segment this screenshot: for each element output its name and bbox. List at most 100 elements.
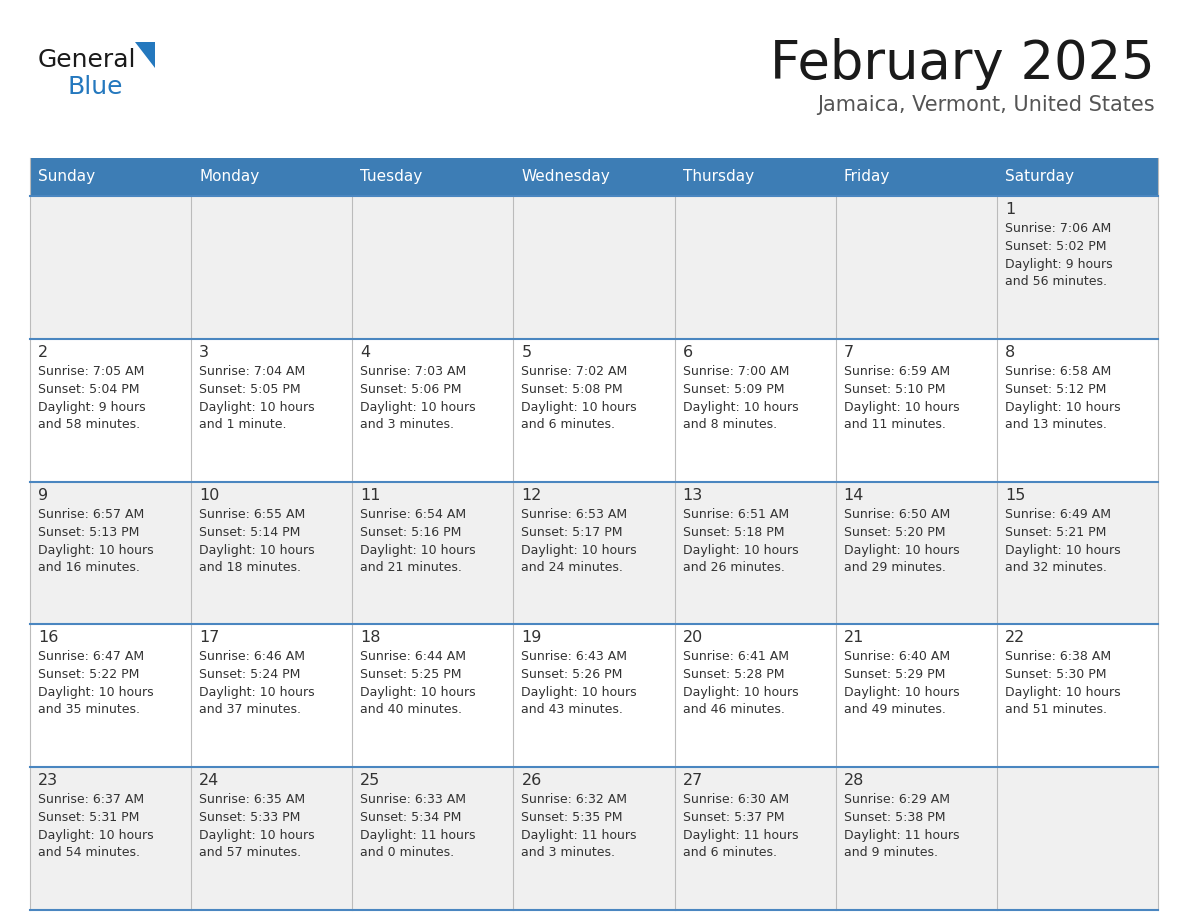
Text: and 24 minutes.: and 24 minutes.	[522, 561, 624, 574]
Text: and 1 minute.: and 1 minute.	[200, 418, 286, 431]
Text: and 54 minutes.: and 54 minutes.	[38, 846, 140, 859]
Text: Sunset: 5:29 PM: Sunset: 5:29 PM	[843, 668, 946, 681]
Text: 9: 9	[38, 487, 49, 502]
Text: and 3 minutes.: and 3 minutes.	[360, 418, 454, 431]
Text: Daylight: 11 hours: Daylight: 11 hours	[843, 829, 959, 842]
Text: Sunrise: 6:29 AM: Sunrise: 6:29 AM	[843, 793, 949, 806]
Text: Sunrise: 6:51 AM: Sunrise: 6:51 AM	[683, 508, 789, 521]
Text: Tuesday: Tuesday	[360, 170, 423, 185]
Text: 11: 11	[360, 487, 381, 502]
Text: Sunset: 5:04 PM: Sunset: 5:04 PM	[38, 383, 139, 396]
Text: Daylight: 10 hours: Daylight: 10 hours	[683, 687, 798, 700]
Text: Daylight: 10 hours: Daylight: 10 hours	[200, 829, 315, 842]
Text: Sunrise: 6:50 AM: Sunrise: 6:50 AM	[843, 508, 950, 521]
Text: Sunset: 5:30 PM: Sunset: 5:30 PM	[1005, 668, 1106, 681]
Text: Sunset: 5:20 PM: Sunset: 5:20 PM	[843, 526, 946, 539]
Text: Daylight: 10 hours: Daylight: 10 hours	[38, 829, 153, 842]
Text: Sunrise: 7:06 AM: Sunrise: 7:06 AM	[1005, 222, 1111, 235]
Text: Daylight: 10 hours: Daylight: 10 hours	[360, 401, 476, 414]
Text: 8: 8	[1005, 345, 1015, 360]
Text: and 13 minutes.: and 13 minutes.	[1005, 418, 1107, 431]
Text: Sunset: 5:22 PM: Sunset: 5:22 PM	[38, 668, 139, 681]
Text: Jamaica, Vermont, United States: Jamaica, Vermont, United States	[817, 95, 1155, 115]
Text: Sunset: 5:16 PM: Sunset: 5:16 PM	[360, 526, 462, 539]
Text: Sunrise: 7:00 AM: Sunrise: 7:00 AM	[683, 364, 789, 378]
Text: Daylight: 10 hours: Daylight: 10 hours	[522, 687, 637, 700]
Text: Sunrise: 6:49 AM: Sunrise: 6:49 AM	[1005, 508, 1111, 521]
Text: and 9 minutes.: and 9 minutes.	[843, 846, 937, 859]
Text: General: General	[38, 48, 137, 72]
Text: 6: 6	[683, 345, 693, 360]
Text: Daylight: 11 hours: Daylight: 11 hours	[522, 829, 637, 842]
Text: 22: 22	[1005, 631, 1025, 645]
Text: and 46 minutes.: and 46 minutes.	[683, 703, 784, 716]
Text: Sunday: Sunday	[38, 170, 95, 185]
Text: Sunset: 5:33 PM: Sunset: 5:33 PM	[200, 812, 301, 824]
Text: 12: 12	[522, 487, 542, 502]
Text: Sunrise: 7:03 AM: Sunrise: 7:03 AM	[360, 364, 467, 378]
Text: Sunrise: 6:59 AM: Sunrise: 6:59 AM	[843, 364, 950, 378]
Bar	[30, 158, 1158, 196]
Text: 2: 2	[38, 345, 49, 360]
Text: Daylight: 10 hours: Daylight: 10 hours	[683, 401, 798, 414]
Text: and 35 minutes.: and 35 minutes.	[38, 703, 140, 716]
Text: Sunrise: 7:04 AM: Sunrise: 7:04 AM	[200, 364, 305, 378]
Text: Sunset: 5:38 PM: Sunset: 5:38 PM	[843, 812, 946, 824]
Text: 15: 15	[1005, 487, 1025, 502]
Text: 4: 4	[360, 345, 371, 360]
Text: 20: 20	[683, 631, 703, 645]
Text: and 0 minutes.: and 0 minutes.	[360, 846, 455, 859]
Text: Sunset: 5:08 PM: Sunset: 5:08 PM	[522, 383, 623, 396]
Text: and 40 minutes.: and 40 minutes.	[360, 703, 462, 716]
Text: and 37 minutes.: and 37 minutes.	[200, 703, 301, 716]
Text: Sunrise: 6:46 AM: Sunrise: 6:46 AM	[200, 650, 305, 664]
Text: Sunrise: 6:54 AM: Sunrise: 6:54 AM	[360, 508, 467, 521]
Text: and 3 minutes.: and 3 minutes.	[522, 846, 615, 859]
Text: and 18 minutes.: and 18 minutes.	[200, 561, 301, 574]
Text: Monday: Monday	[200, 170, 259, 185]
Text: Daylight: 10 hours: Daylight: 10 hours	[360, 543, 476, 556]
Text: Sunset: 5:26 PM: Sunset: 5:26 PM	[522, 668, 623, 681]
Text: and 56 minutes.: and 56 minutes.	[1005, 275, 1107, 288]
Bar	[30, 339, 1158, 482]
Text: 19: 19	[522, 631, 542, 645]
Text: Daylight: 10 hours: Daylight: 10 hours	[200, 401, 315, 414]
Text: Sunset: 5:35 PM: Sunset: 5:35 PM	[522, 812, 623, 824]
Text: 24: 24	[200, 773, 220, 789]
Text: Daylight: 10 hours: Daylight: 10 hours	[200, 687, 315, 700]
Text: and 8 minutes.: and 8 minutes.	[683, 418, 777, 431]
Text: and 11 minutes.: and 11 minutes.	[843, 418, 946, 431]
Text: and 6 minutes.: and 6 minutes.	[683, 846, 777, 859]
Text: Daylight: 10 hours: Daylight: 10 hours	[1005, 687, 1120, 700]
Text: 27: 27	[683, 773, 703, 789]
Text: Daylight: 10 hours: Daylight: 10 hours	[843, 401, 960, 414]
Text: Daylight: 10 hours: Daylight: 10 hours	[38, 687, 153, 700]
Text: 3: 3	[200, 345, 209, 360]
Bar	[30, 767, 1158, 910]
Text: Sunset: 5:12 PM: Sunset: 5:12 PM	[1005, 383, 1106, 396]
Text: and 57 minutes.: and 57 minutes.	[200, 846, 302, 859]
Text: Daylight: 10 hours: Daylight: 10 hours	[522, 401, 637, 414]
Text: 1: 1	[1005, 202, 1015, 217]
Text: Sunrise: 6:30 AM: Sunrise: 6:30 AM	[683, 793, 789, 806]
Text: 26: 26	[522, 773, 542, 789]
Text: Sunrise: 6:32 AM: Sunrise: 6:32 AM	[522, 793, 627, 806]
Text: 25: 25	[360, 773, 380, 789]
Text: 18: 18	[360, 631, 381, 645]
Text: 13: 13	[683, 487, 703, 502]
Text: Daylight: 10 hours: Daylight: 10 hours	[1005, 543, 1120, 556]
Text: Daylight: 10 hours: Daylight: 10 hours	[683, 543, 798, 556]
Text: and 32 minutes.: and 32 minutes.	[1005, 561, 1107, 574]
Text: and 16 minutes.: and 16 minutes.	[38, 561, 140, 574]
Text: Saturday: Saturday	[1005, 170, 1074, 185]
Text: and 26 minutes.: and 26 minutes.	[683, 561, 784, 574]
Text: Sunrise: 6:53 AM: Sunrise: 6:53 AM	[522, 508, 627, 521]
Text: Sunrise: 6:58 AM: Sunrise: 6:58 AM	[1005, 364, 1111, 378]
Text: Daylight: 11 hours: Daylight: 11 hours	[683, 829, 798, 842]
Text: Sunrise: 6:41 AM: Sunrise: 6:41 AM	[683, 650, 789, 664]
Text: and 29 minutes.: and 29 minutes.	[843, 561, 946, 574]
Text: Sunset: 5:10 PM: Sunset: 5:10 PM	[843, 383, 946, 396]
Text: Sunset: 5:31 PM: Sunset: 5:31 PM	[38, 812, 139, 824]
Text: Sunrise: 7:02 AM: Sunrise: 7:02 AM	[522, 364, 627, 378]
Text: Sunrise: 6:44 AM: Sunrise: 6:44 AM	[360, 650, 466, 664]
